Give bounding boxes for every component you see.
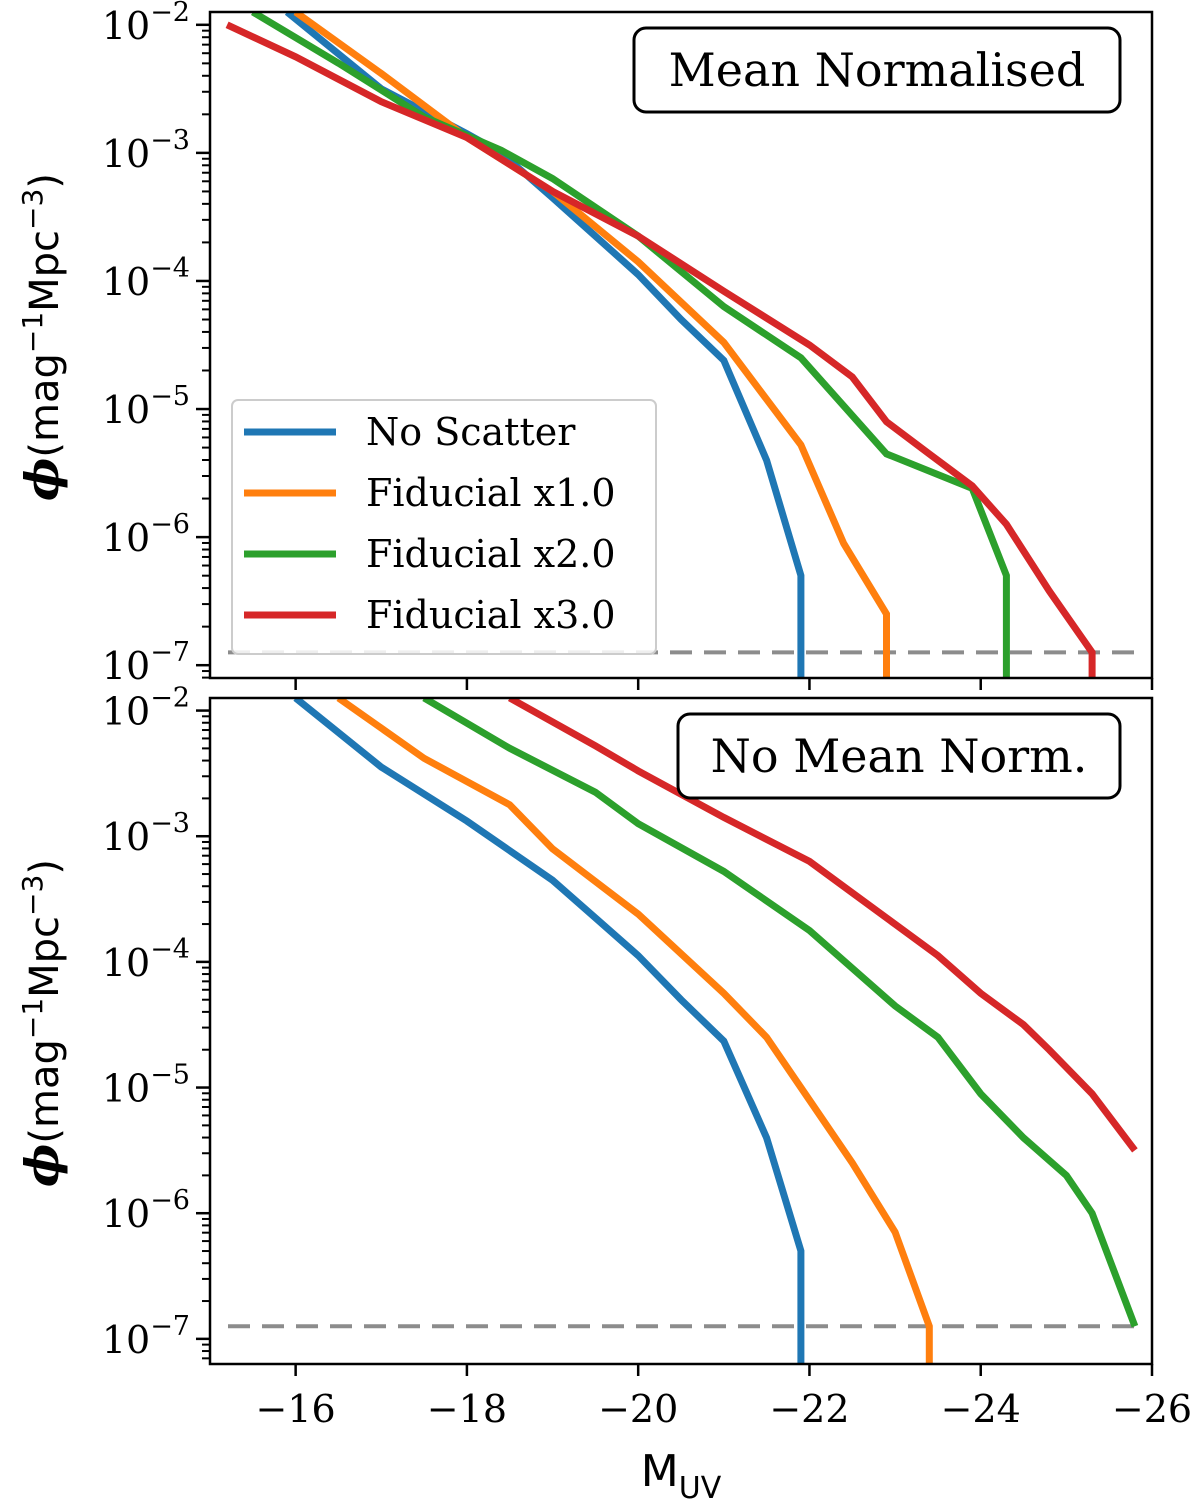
y-axis-symbol: ϕ (15, 1144, 69, 1187)
y-tick-base: 10 (102, 260, 150, 304)
y-tick-base: 10 (102, 1067, 150, 1111)
panel-title: No Mean Norm. (711, 729, 1088, 783)
series-line-fiducial-x3-0 (507, 698, 1138, 1153)
y-tick-exponent: −7 (150, 1311, 190, 1342)
y-tick-label: 10−7 (102, 1311, 190, 1362)
y-tick-base: 10 (102, 1318, 150, 1362)
legend: No Scatter Fiducial x1.0 Fiducial x2.0 Fidu… (231, 399, 657, 655)
series-line-fiducial-x1-0 (293, 12, 890, 678)
x-tick-label: −16 (256, 1387, 336, 1431)
y-tick-base: 10 (102, 516, 150, 560)
y-tick-label: 10−5 (102, 1060, 190, 1111)
y-tick-label: 10−3 (102, 808, 190, 859)
y-tick-base: 10 (102, 132, 150, 176)
y-tick-label: 10−2 (102, 0, 190, 48)
y-axis-label: ϕ(mag−1Mpc−3) (15, 859, 69, 1187)
y-axis-unit-b-exp: −3 (16, 875, 49, 916)
y-axis-unit-a: (mag (22, 1039, 68, 1143)
y-axis-label: ϕ(mag−1Mpc−3) (15, 173, 69, 501)
x-axis-label-main: M (641, 1446, 679, 1497)
y-tick-exponent: −3 (150, 125, 190, 156)
axes-frame (208, 696, 1154, 1366)
panel-title-box (676, 712, 1122, 800)
x-tick-label: −26 (1112, 1387, 1192, 1431)
panel-2: 10−710−610−510−410−310−2−16 −18 −20 −22 −24−… (15, 683, 1192, 1504)
y-axis-close: ) (22, 173, 68, 189)
x-tick-label: −22 (769, 1387, 849, 1431)
y-tick-label: 10−4 (102, 253, 190, 304)
y-tick-base: 10 (102, 4, 150, 48)
y-tick-base: 10 (102, 644, 150, 688)
series-line-fiducial-x1-0 (336, 698, 933, 1364)
y-tick-base: 10 (102, 690, 150, 734)
y-tick-exponent: −3 (150, 808, 190, 839)
legend-label: No Scatter (366, 410, 576, 454)
y-tick-exponent: −2 (150, 683, 190, 714)
y-tick-exponent: −5 (150, 381, 190, 412)
y-axis-unit-b-exp: −3 (16, 189, 49, 230)
series-line-no-scatter (293, 698, 805, 1364)
y-tick-exponent: −6 (150, 1185, 190, 1216)
y-axis-close: ) (22, 859, 68, 875)
y-tick-base: 10 (102, 941, 150, 985)
y-tick-exponent: −7 (150, 637, 190, 668)
series-line-fiducial-x3-0 (225, 21, 1096, 678)
y-axis-unit-b: Mpc (22, 916, 68, 998)
axes-frame (208, 10, 1154, 680)
y-tick-label: 10−2 (102, 683, 190, 734)
legend-label: Fiducial x1.0 (366, 471, 616, 515)
y-tick-label: 10−7 (102, 637, 190, 688)
y-axis-unit-b: Mpc (22, 230, 68, 312)
y-tick-exponent: −4 (150, 253, 190, 284)
y-axis-unit-a-exp: −1 (16, 312, 49, 353)
series-group (225, 12, 1096, 678)
legend-box (231, 399, 657, 655)
y-tick-exponent: −2 (150, 0, 190, 28)
y-tick-exponent: −5 (150, 1060, 190, 1091)
panel-title: Mean Normalised (669, 43, 1086, 97)
y-tick-label: 10−6 (102, 509, 190, 560)
x-tick-label: −18 (427, 1387, 507, 1431)
series-line-fiducial-x2-0 (422, 698, 1139, 1328)
y-tick-label: 10−3 (102, 125, 190, 176)
y-tick-base: 10 (102, 388, 150, 432)
x-axis-label-sub: UV (679, 1471, 722, 1504)
y-axis-symbol: ϕ (15, 458, 69, 501)
series-group (293, 698, 1139, 1364)
x-axis-label: MUV (641, 1446, 722, 1504)
legend-label: Fiducial x2.0 (366, 532, 616, 576)
y-tick-exponent: −4 (150, 934, 190, 965)
y-tick-base: 10 (102, 815, 150, 859)
y-tick-exponent: −6 (150, 509, 190, 540)
series-line-fiducial-x2-0 (251, 12, 1010, 678)
panel-title-box (632, 26, 1122, 114)
legend-label: Fiducial x3.0 (366, 593, 616, 637)
x-tick-label: −24 (941, 1387, 1021, 1431)
y-tick-base: 10 (102, 1192, 150, 1236)
y-tick-label: 10−6 (102, 1185, 190, 1236)
y-tick-label: 10−5 (102, 381, 190, 432)
y-tick-label: 10−4 (102, 934, 190, 985)
y-axis-unit-a-exp: −1 (16, 998, 49, 1039)
y-axis-unit-a: (mag (22, 353, 68, 457)
x-tick-label: −20 (598, 1387, 678, 1431)
